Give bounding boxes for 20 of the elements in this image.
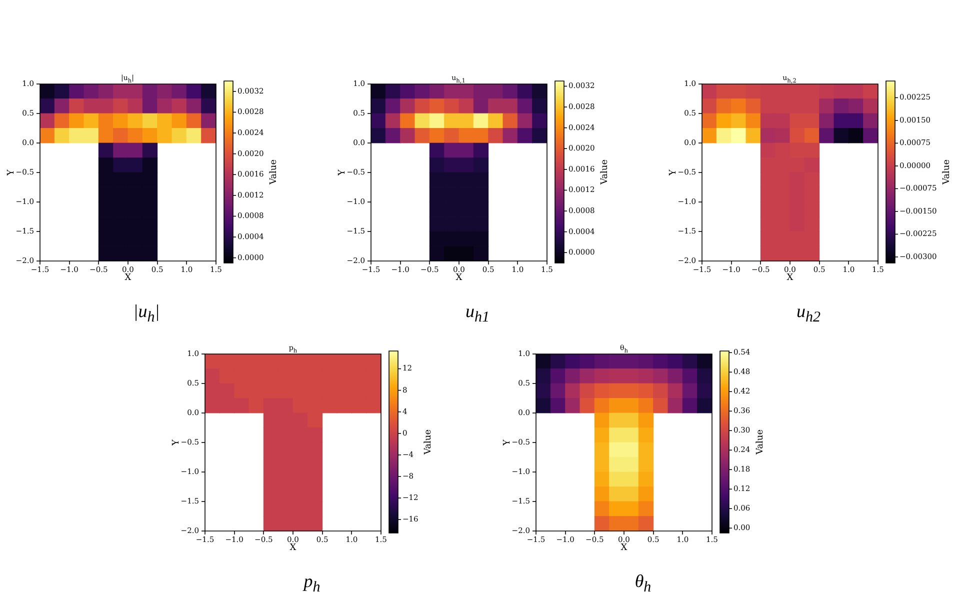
color-bar-title: Value <box>942 159 952 186</box>
text: u$_{h1}$ <box>464 300 490 328</box>
text: θ$_{h}$ <box>634 570 652 597</box>
x-axis-title: X <box>455 272 462 283</box>
x-axis-title: X <box>124 272 132 283</box>
y-axis-title: Y <box>337 168 348 176</box>
x-axis-title: X <box>786 272 794 283</box>
x-axis-title: X <box>620 542 628 553</box>
text: |u$_{h}$| <box>132 300 161 328</box>
y-axis-title: Y <box>502 438 513 446</box>
y-axis-title: Y <box>172 438 182 446</box>
color-bar-title: Value <box>424 429 434 456</box>
x-axis-title: X <box>290 542 297 553</box>
color-bar-title: Value <box>756 429 766 456</box>
text: p$_{h}$ <box>302 570 322 597</box>
y-axis-title: Y <box>6 168 16 176</box>
color-bar-title: Value <box>268 159 279 186</box>
color-bar-title: Value <box>600 159 610 186</box>
y-axis-title: Y <box>668 168 678 176</box>
text: u$_{h2}$ <box>796 300 822 328</box>
